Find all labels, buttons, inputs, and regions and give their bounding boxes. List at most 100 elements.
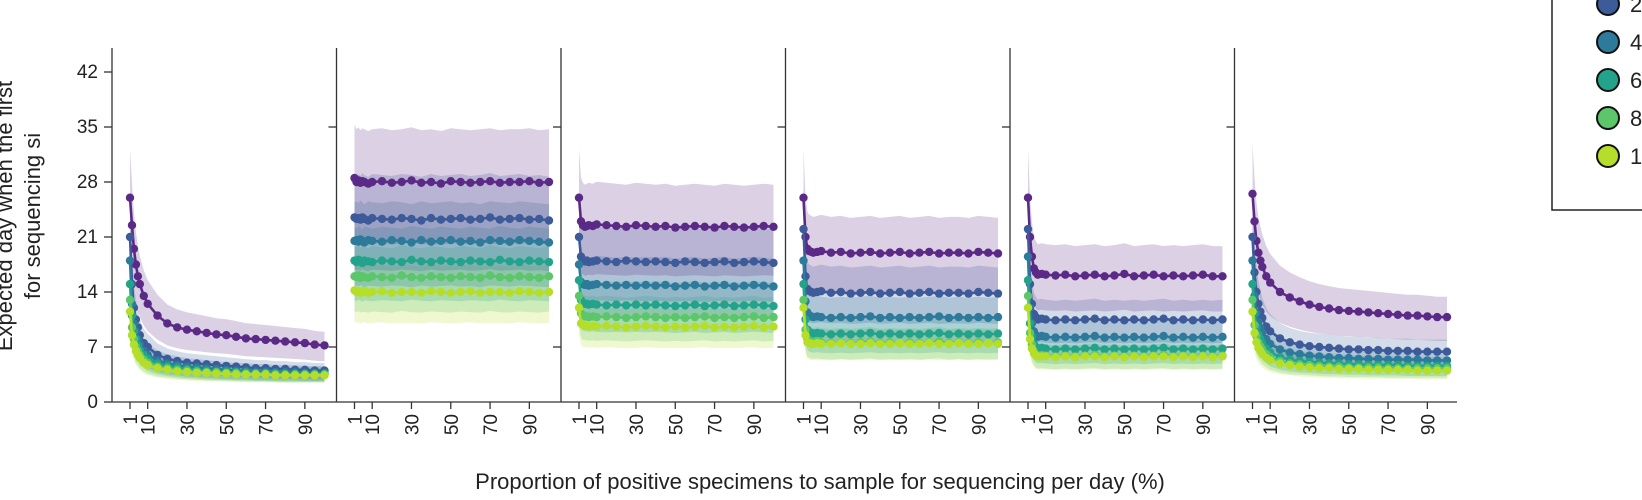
data-point bbox=[163, 319, 172, 328]
y-tick-label: 0 bbox=[87, 392, 98, 413]
series-1 bbox=[125, 193, 329, 350]
data-point bbox=[1041, 352, 1050, 361]
data-point bbox=[1442, 347, 1452, 356]
data-point bbox=[397, 271, 406, 280]
data-point bbox=[1285, 338, 1295, 347]
data-point bbox=[1090, 352, 1100, 361]
data-point bbox=[1100, 333, 1109, 342]
data-point bbox=[1120, 353, 1129, 362]
data-point bbox=[749, 222, 759, 231]
data-point bbox=[925, 338, 934, 348]
band-series-1 bbox=[803, 148, 998, 296]
data-point bbox=[1061, 270, 1070, 279]
data-point bbox=[1071, 272, 1080, 281]
data-point bbox=[139, 291, 148, 301]
data-point bbox=[671, 258, 680, 268]
data-point bbox=[1208, 345, 1217, 354]
data-point bbox=[535, 214, 544, 224]
data-point bbox=[1248, 189, 1257, 198]
data-point bbox=[661, 257, 670, 267]
data-point bbox=[612, 312, 621, 322]
series-5 bbox=[574, 291, 778, 323]
x-tick-label: 50 bbox=[217, 414, 238, 435]
data-point bbox=[964, 249, 973, 258]
data-point bbox=[1423, 312, 1432, 321]
data-point bbox=[1354, 345, 1363, 354]
data-point bbox=[875, 339, 885, 349]
data-point bbox=[1169, 345, 1178, 354]
data-point bbox=[769, 258, 778, 268]
x-tick-label: 50 bbox=[1340, 414, 1361, 435]
data-point bbox=[769, 322, 778, 331]
data-point bbox=[964, 313, 973, 323]
data-point bbox=[1139, 271, 1149, 280]
data-point bbox=[964, 330, 973, 339]
data-point bbox=[1179, 352, 1188, 361]
data-point bbox=[310, 371, 319, 380]
data-point bbox=[182, 325, 192, 334]
data-point bbox=[535, 178, 544, 187]
data-point bbox=[1169, 353, 1178, 362]
data-point bbox=[1198, 344, 1208, 353]
data-point bbox=[1248, 232, 1257, 242]
data-point bbox=[466, 215, 475, 224]
data-point bbox=[817, 339, 826, 349]
x-tick-label: 50 bbox=[1115, 414, 1136, 435]
uncertainty-bands bbox=[1252, 143, 1447, 380]
data-point bbox=[710, 281, 719, 290]
data-point bbox=[1149, 332, 1158, 341]
data-point bbox=[592, 279, 601, 289]
series-6 bbox=[574, 303, 778, 332]
legend-label: 6 bbox=[1630, 68, 1642, 93]
data-point bbox=[1413, 366, 1422, 375]
series-4 bbox=[1023, 276, 1227, 354]
data-point bbox=[1305, 351, 1314, 360]
data-point bbox=[836, 312, 845, 322]
data-point bbox=[377, 177, 387, 186]
data-point bbox=[368, 257, 377, 267]
legend-label: 1 bbox=[1630, 144, 1642, 169]
data-point bbox=[1374, 365, 1383, 374]
data-point bbox=[1305, 300, 1314, 309]
data-point bbox=[602, 312, 611, 321]
data-point bbox=[426, 177, 436, 187]
data-point bbox=[1285, 293, 1295, 302]
data-point bbox=[739, 301, 749, 310]
data-point bbox=[641, 221, 650, 231]
data-point bbox=[875, 249, 885, 258]
legend-swatch bbox=[1596, 68, 1620, 92]
data-point bbox=[974, 247, 983, 257]
data-point bbox=[1218, 352, 1227, 361]
data-point bbox=[368, 177, 377, 187]
data-point bbox=[759, 313, 768, 323]
data-point bbox=[1275, 334, 1285, 343]
data-point bbox=[592, 300, 601, 309]
series-4 bbox=[574, 276, 778, 311]
data-point bbox=[866, 247, 875, 257]
data-point bbox=[574, 232, 584, 242]
data-point bbox=[622, 313, 631, 323]
x-tick-label: 90 bbox=[1418, 414, 1439, 435]
data-point bbox=[1129, 272, 1139, 281]
data-point bbox=[622, 256, 631, 265]
data-point bbox=[485, 235, 495, 245]
data-point bbox=[1110, 352, 1119, 361]
data-point bbox=[885, 288, 895, 297]
data-point bbox=[799, 295, 808, 305]
data-point bbox=[1159, 272, 1168, 281]
data-point bbox=[1403, 365, 1412, 374]
data-point bbox=[671, 282, 680, 291]
data-point bbox=[1023, 276, 1033, 285]
data-point bbox=[954, 248, 963, 257]
data-point bbox=[1110, 315, 1119, 324]
data-point bbox=[231, 370, 241, 379]
x-tick-label: 10 bbox=[363, 414, 384, 435]
band-series-4 bbox=[579, 251, 774, 333]
data-point bbox=[1334, 344, 1344, 353]
series-4 bbox=[350, 255, 554, 268]
data-point bbox=[1023, 303, 1033, 312]
data-point bbox=[290, 338, 300, 347]
data-point bbox=[466, 178, 475, 187]
data-point bbox=[700, 301, 709, 311]
data-point bbox=[1198, 270, 1208, 279]
